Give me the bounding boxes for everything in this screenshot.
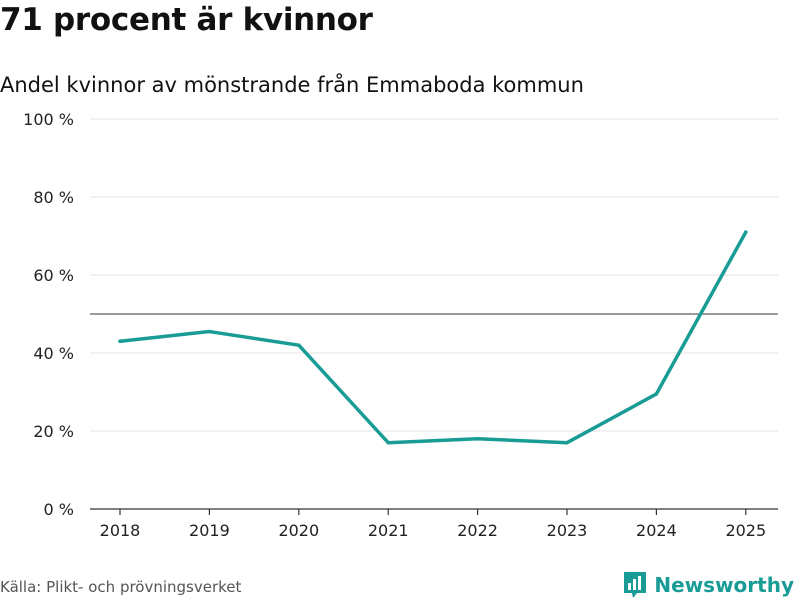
y-tick-label: 100 % xyxy=(23,110,74,129)
chart-subtitle: Andel kvinnor av mönstrande från Emmabod… xyxy=(0,73,584,97)
x-tick-label: 2018 xyxy=(100,521,141,540)
source-note: Källa: Plikt- och prövningsverket xyxy=(0,578,242,596)
brand-name: Newsworthy xyxy=(654,573,794,597)
y-tick-label: 0 % xyxy=(44,500,74,519)
x-tick-label: 2021 xyxy=(368,521,409,540)
y-tick-label: 60 % xyxy=(33,266,74,285)
x-tick-label: 2025 xyxy=(725,521,766,540)
series-layer xyxy=(118,230,748,445)
data-point xyxy=(654,392,659,396)
x-tick-label: 2023 xyxy=(547,521,588,540)
x-tick-label: 2019 xyxy=(189,521,230,540)
data-point xyxy=(297,343,301,347)
x-tick-label: 2020 xyxy=(278,521,319,540)
x-tick-label: 2022 xyxy=(457,521,498,540)
series-line xyxy=(118,230,748,445)
grid-layer xyxy=(90,118,778,432)
newsworthy-logo-icon xyxy=(624,572,647,598)
data-point xyxy=(565,441,569,445)
y-tick-label: 20 % xyxy=(33,422,74,441)
y-tick-label: 80 % xyxy=(33,188,74,207)
data-point xyxy=(386,441,390,445)
x-tick-label: 2024 xyxy=(636,521,677,540)
data-point xyxy=(118,339,122,343)
data-point xyxy=(207,329,212,334)
chart-title: 71 procent är kvinnor xyxy=(0,2,373,38)
data-point xyxy=(475,437,480,441)
axis-layer: 0 % 20 % 40 % 60 % 80 % 100 % 2018 2019 2020 2021… xyxy=(23,110,778,540)
y-tick-label: 40 % xyxy=(33,344,74,363)
brand-logo: Newsworthy xyxy=(622,570,794,600)
data-point xyxy=(744,230,748,234)
